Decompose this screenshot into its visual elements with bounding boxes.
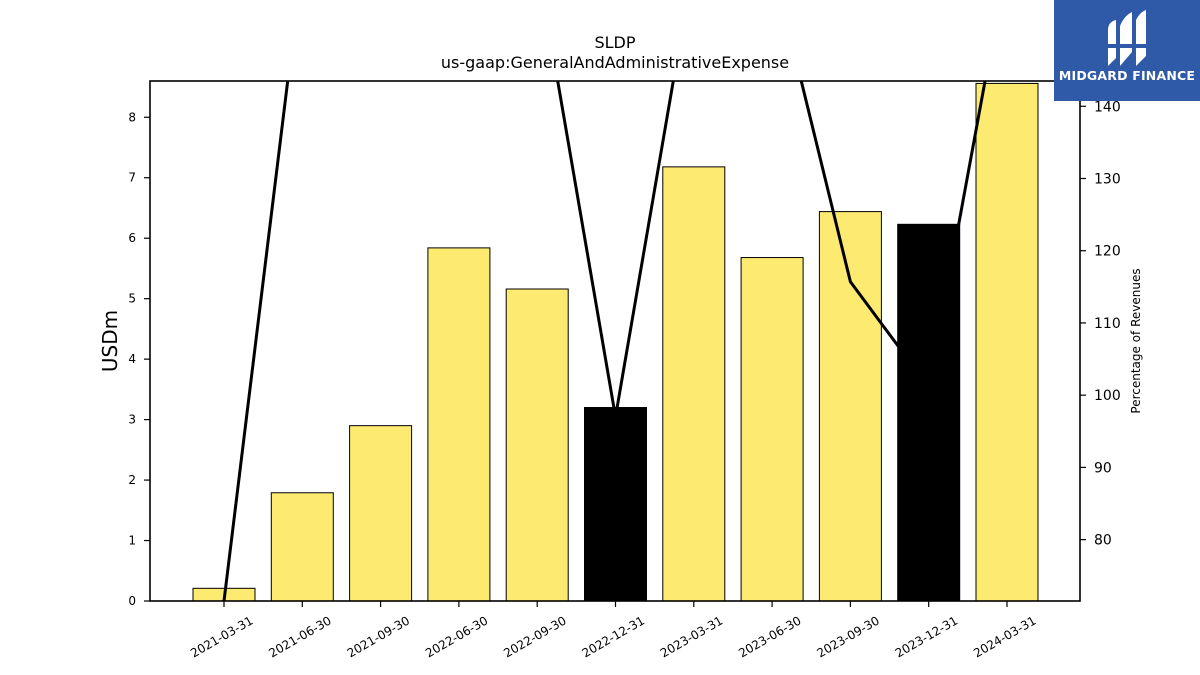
x-tick-label: 2021-06-30 (266, 613, 333, 660)
y-tick-label: 7 (128, 171, 136, 185)
y2-tick-label: 80 (1094, 533, 1112, 549)
y-axis-label: USDm (98, 310, 122, 372)
bar-2022-06-30 (427, 247, 491, 602)
x-tick-label: 2022-09-30 (501, 613, 568, 660)
bar-2023-03-31 (662, 166, 726, 602)
y-tick-label: 0 (128, 594, 136, 608)
bar-2023-12-31 (897, 223, 961, 602)
bar-2022-12-31 (584, 407, 647, 602)
y-tick-label: 3 (128, 413, 136, 427)
y2-tick-label: 130 (1094, 172, 1121, 188)
y2-tick-label: 110 (1094, 316, 1121, 332)
bar-2024-03-31 (975, 82, 1039, 602)
chart-title: SLDP (594, 33, 635, 52)
midgard-finance-logo: MIDGARD FINANCE (1054, 0, 1200, 101)
y-tick-label: 6 (128, 231, 136, 245)
y-tick-label: 1 (128, 534, 136, 548)
y2-tick-label: 100 (1094, 388, 1121, 404)
logo-text: MIDGARD FINANCE (1058, 68, 1196, 83)
bar-2023-06-30 (740, 257, 804, 602)
logo-mark-icon (1106, 10, 1148, 66)
bar-2021-09-30 (349, 425, 413, 602)
bar-2021-06-30 (270, 492, 334, 602)
x-tick-label: 2023-06-30 (736, 613, 803, 660)
bar-2023-09-30 (818, 211, 882, 602)
y2-tick-label: 140 (1094, 99, 1121, 115)
x-tick-label: 2023-09-30 (814, 613, 881, 660)
x-tick-label: 2021-09-30 (345, 613, 412, 660)
x-tick-label: 2023-12-31 (893, 613, 960, 660)
x-tick-label: 2024-03-31 (971, 613, 1038, 660)
y2-tick-label: 90 (1094, 460, 1112, 476)
y2-tick-label: 120 (1094, 244, 1121, 260)
x-tick-label: 2021-03-31 (188, 613, 255, 660)
y2-axis-label: Percentage of Revenues (1129, 268, 1143, 413)
chart-subtitle: us-gaap:GeneralAndAdministrativeExpense (441, 53, 789, 72)
x-tick-label: 2023-03-31 (658, 613, 725, 660)
y-tick-label: 2 (128, 473, 136, 487)
x-tick-label: 2022-12-31 (580, 613, 647, 660)
x-tick-label: 2022-06-30 (423, 613, 490, 660)
bars-group (192, 82, 1039, 602)
y-tick-label: 8 (128, 110, 136, 124)
y-tick-label: 5 (128, 292, 136, 306)
y-tick-label: 4 (128, 352, 136, 366)
bar-2022-09-30 (505, 288, 569, 602)
